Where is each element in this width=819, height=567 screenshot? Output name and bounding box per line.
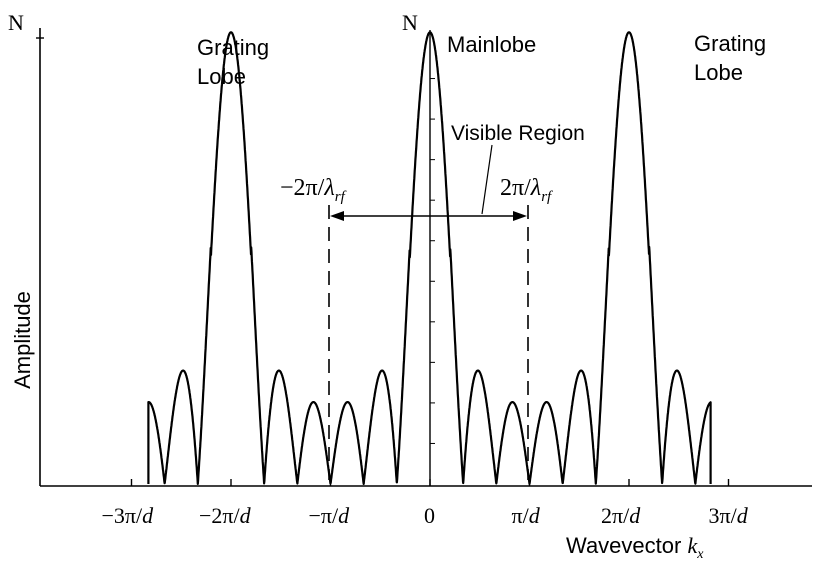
grating-lobe-right-line1: Grating <box>694 31 766 56</box>
left-boundary-fraction: −2π/ <box>280 175 325 201</box>
left-peak-label: N <box>8 10 24 35</box>
x-axis-label-prefix: Wavevector <box>566 533 687 558</box>
left-boundary-lambda: λ <box>323 175 334 201</box>
visible-region-label: Visible Region <box>451 122 585 145</box>
visible-region-leader <box>481 144 493 215</box>
grating-lobe-right-line2: Lobe <box>694 60 743 85</box>
x-tick-label: 0 <box>424 503 435 528</box>
x-axis-label-var: k <box>687 533 698 558</box>
grating-lobe-left-line2: Lobe <box>197 64 246 89</box>
x-tick-label: −2π/d <box>199 503 252 528</box>
x-tick-label: 3π/d <box>709 503 749 528</box>
grating-lobe-left-line1: Grating <box>197 35 269 60</box>
x-tick-label: −π/d <box>309 503 351 528</box>
x-axis-label: Wavevector kx <box>566 533 704 562</box>
right-boundary-label: 2π/λrf <box>500 175 553 205</box>
x-axis-ticks: −3π/d −2π/d −π/d 0 π/d 2π/d 3π/d <box>102 479 749 528</box>
right-boundary-lambda: λ <box>530 175 541 201</box>
right-boundary-fraction: 2π/ <box>500 175 531 201</box>
x-tick-label: π/d <box>512 503 541 528</box>
visible-region-arrowhead-right <box>513 211 527 221</box>
left-boundary-subscript: rf <box>335 189 347 205</box>
mainlobe-label: Mainlobe <box>447 32 536 57</box>
x-axis-label-sub: x <box>696 547 704 562</box>
right-boundary-subscript: rf <box>541 189 553 205</box>
left-boundary-label: −2π/λrf <box>280 175 347 205</box>
x-tick-label: 2π/d <box>601 503 641 528</box>
y-axis-label: Amplitude <box>10 291 35 389</box>
visible-region-arrowhead-left <box>330 211 344 221</box>
center-peak-label: N <box>402 10 418 35</box>
center-axis-minor-ticks <box>430 78 435 444</box>
x-tick-label: −3π/d <box>102 503 155 528</box>
array-factor-curve <box>147 31 712 485</box>
